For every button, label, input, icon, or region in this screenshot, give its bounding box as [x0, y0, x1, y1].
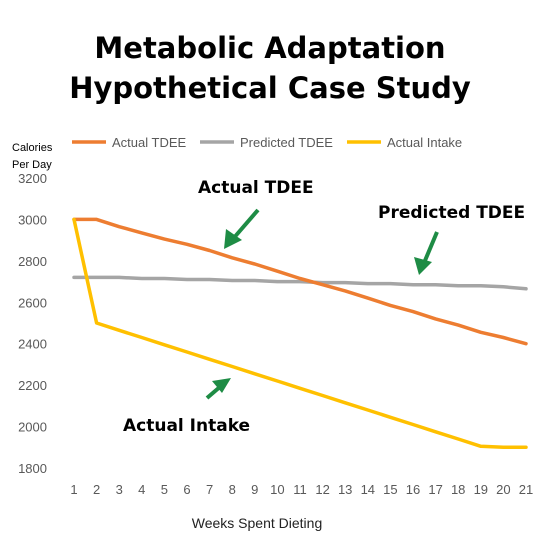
series-lines [72, 217, 528, 450]
arrow-icon [224, 208, 260, 249]
x-tick-label: 9 [251, 482, 258, 497]
y-tick-label: 2800 [18, 254, 47, 269]
x-tick-label: 2 [93, 482, 100, 497]
arrow-icon [205, 378, 231, 400]
x-tick-label: 11 [293, 482, 307, 497]
y-tick-label: 2400 [18, 337, 47, 352]
y-tick-label: 1800 [18, 461, 47, 476]
legend-label-actual-intake: Actual Intake [387, 135, 462, 150]
x-tick-label: 1 [70, 482, 77, 497]
x-tick-label: 18 [451, 482, 465, 497]
x-axis-label: Weeks Spent Dieting [192, 515, 322, 531]
x-tick-label: 13 [338, 482, 352, 497]
legend-label-predicted-tdee: Predicted TDEE [240, 135, 333, 150]
x-tick-label: 8 [229, 482, 236, 497]
series-line-predicted-tdee [72, 275, 528, 291]
x-tick-label: 16 [406, 482, 420, 497]
annotation-actual-intake-text: Actual Intake [123, 416, 250, 436]
annotation-predicted-tdee: Predicted TDEE [378, 203, 525, 275]
annotation-actual-tdee: Actual TDEE [198, 178, 314, 249]
y-axis-ticks: 1800 2000 2200 2400 2600 2800 3000 3200 [18, 171, 47, 476]
x-tick-label: 17 [428, 482, 442, 497]
legend-label-actual-tdee: Actual TDEE [112, 135, 187, 150]
y-axis-label-line-2: Per Day [12, 159, 52, 171]
x-tick-label: 4 [138, 482, 145, 497]
x-tick-label: 6 [183, 482, 190, 497]
annotation-actual-intake: Actual Intake [123, 378, 250, 436]
arrow-icon [414, 231, 439, 275]
y-tick-label: 2600 [18, 295, 47, 310]
x-tick-label: 10 [270, 482, 284, 497]
y-tick-label: 3200 [18, 171, 47, 186]
y-tick-label: 2000 [18, 420, 47, 435]
x-tick-label: 12 [315, 482, 329, 497]
x-tick-label: 3 [116, 482, 123, 497]
x-tick-label: 19 [474, 482, 488, 497]
chart-title-line-1: Metabolic Adaptation [94, 31, 446, 65]
x-tick-label: 14 [361, 482, 375, 497]
x-tick-label: 15 [383, 482, 397, 497]
series-line-actual-intake [72, 217, 528, 450]
annotation-predicted-tdee-text: Predicted TDEE [378, 203, 525, 223]
x-tick-label: 7 [206, 482, 213, 497]
annotation-actual-tdee-text: Actual TDEE [198, 178, 314, 198]
legend: Actual TDEE Predicted TDEE Actual Intake [72, 135, 462, 150]
y-axis-label-line-1: Calories [12, 142, 53, 154]
chart-title-line-2: Hypothetical Case Study [69, 71, 471, 105]
x-tick-label: 20 [496, 482, 510, 497]
series-line-actual-tdee [72, 217, 528, 346]
x-tick-label: 21 [519, 482, 533, 497]
x-tick-label: 5 [161, 482, 168, 497]
y-tick-label: 2200 [18, 378, 47, 393]
x-axis-ticks: 1 2 3 4 5 6 7 8 9 10 11 12 13 14 15 16 17 18 19 20 21 [70, 482, 533, 497]
y-tick-label: 3000 [18, 212, 47, 227]
